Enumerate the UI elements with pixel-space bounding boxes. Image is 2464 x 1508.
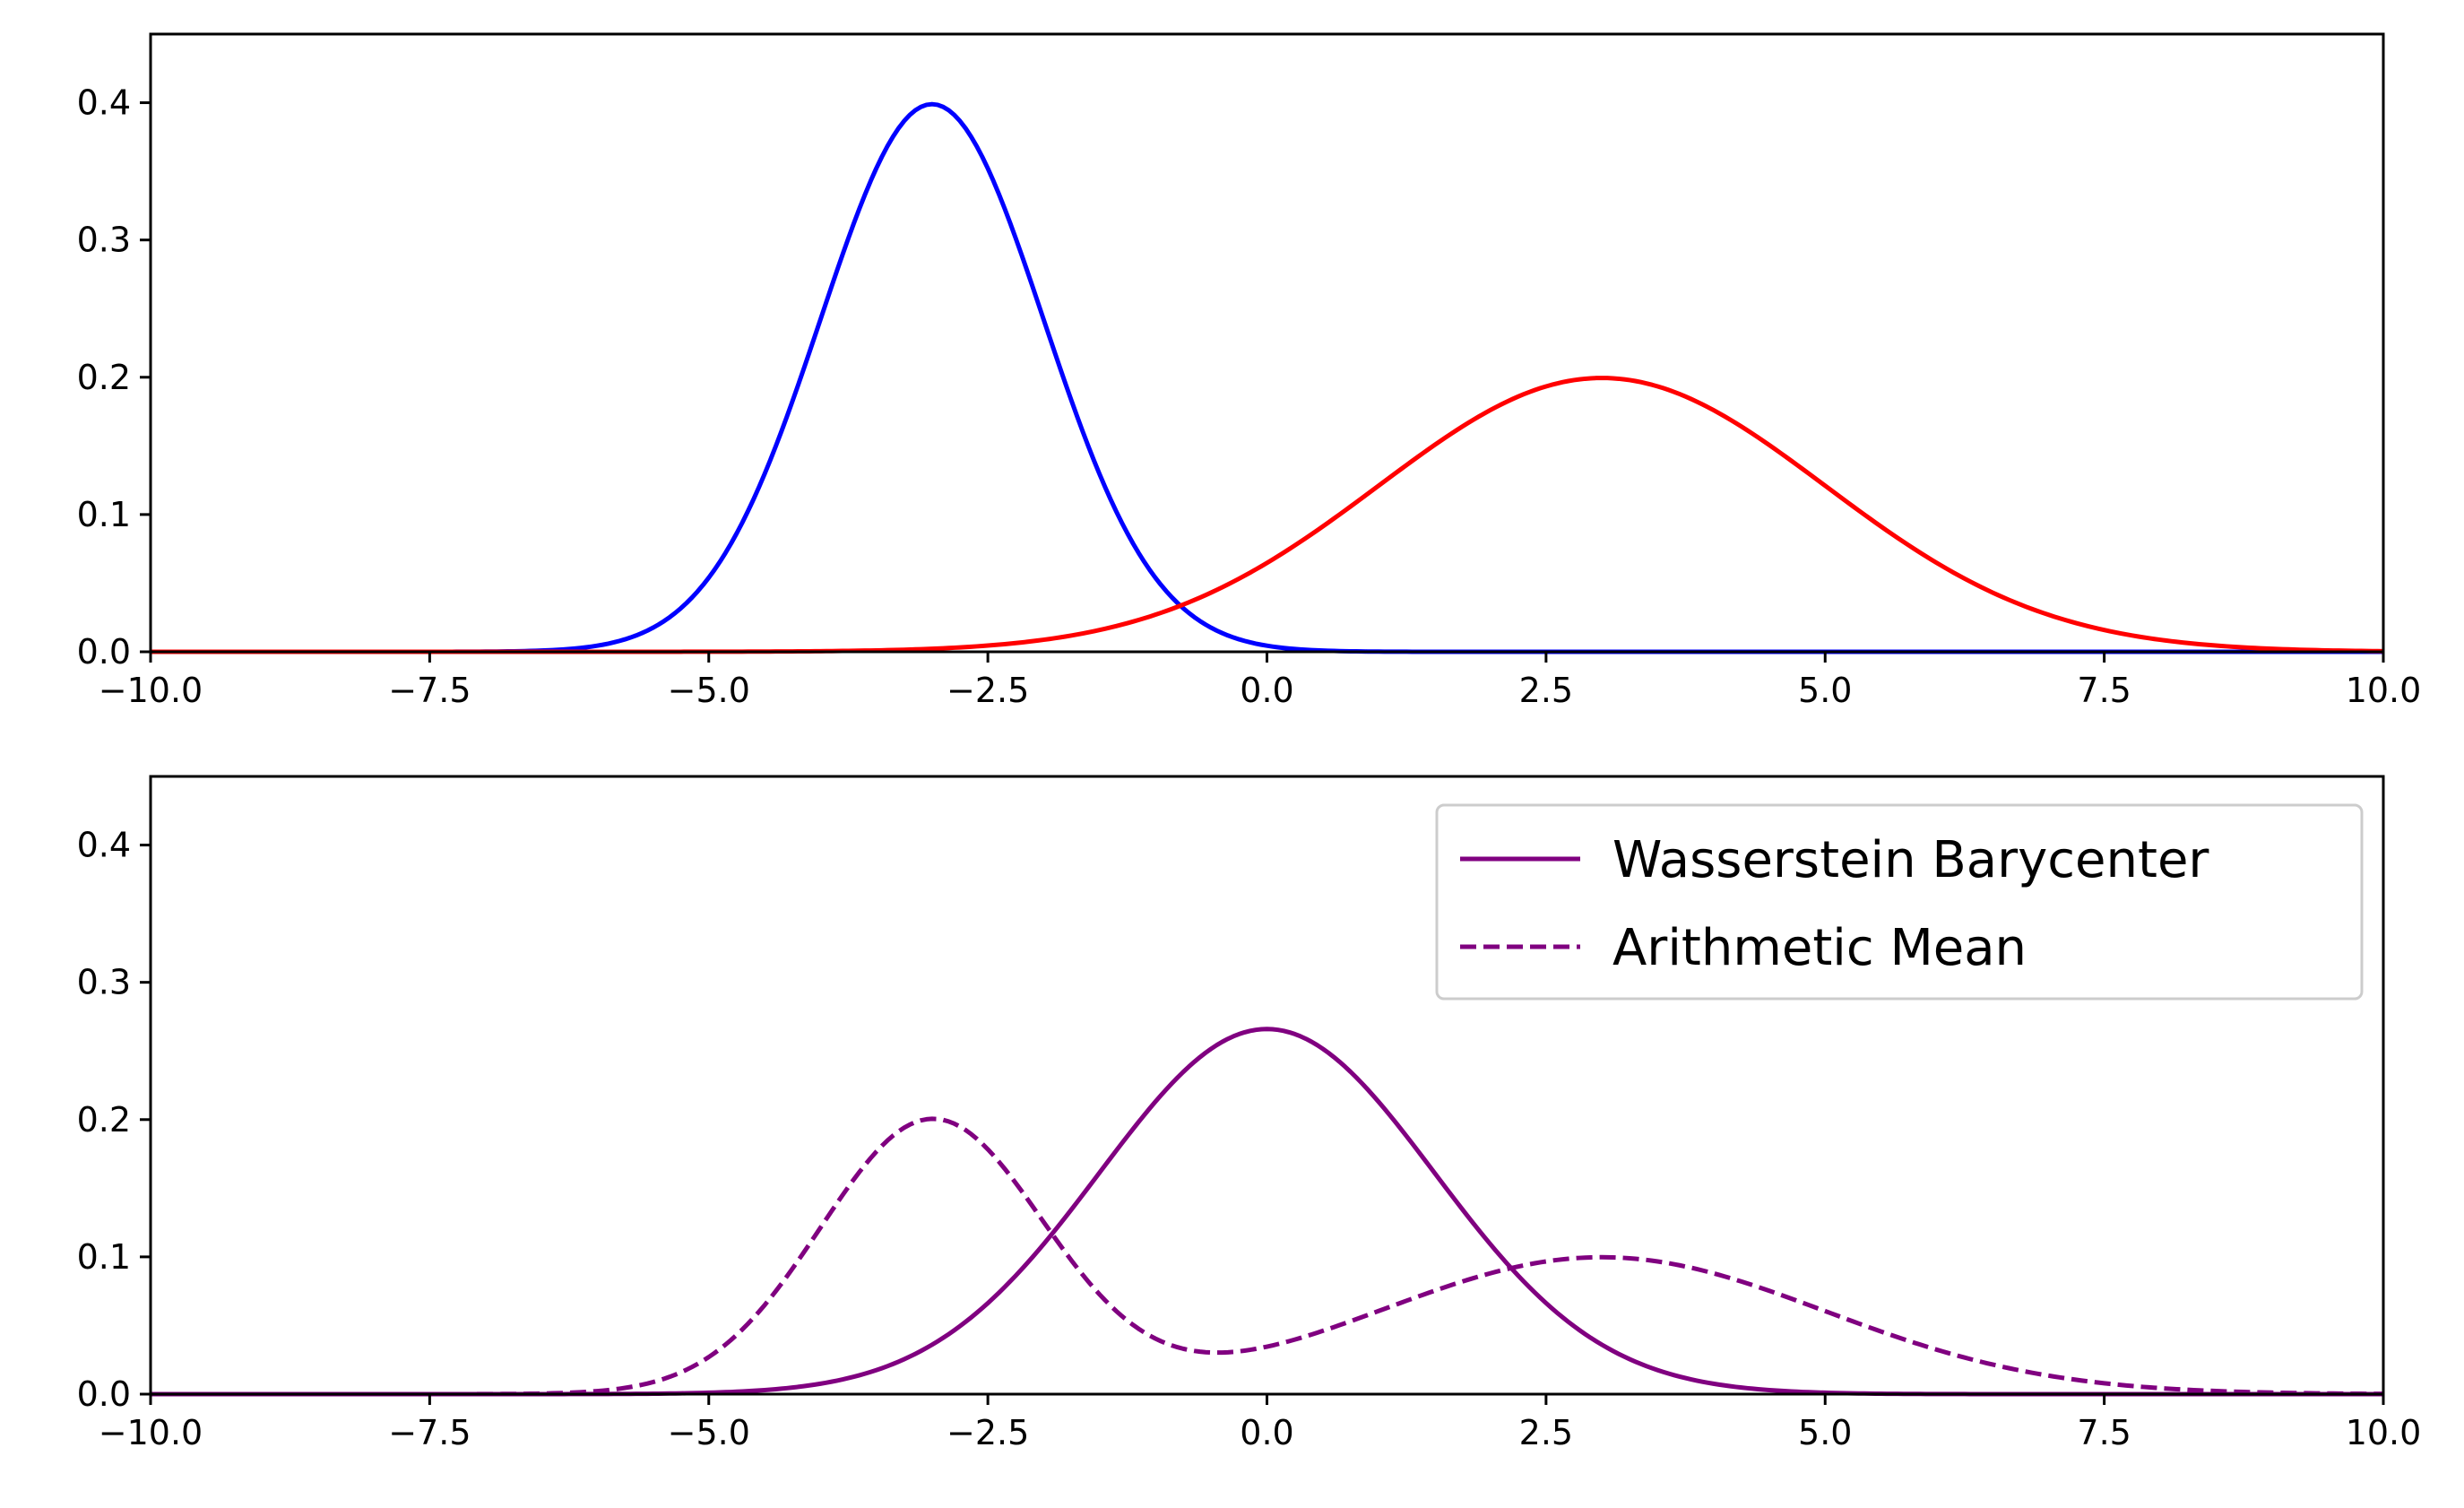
x-tick-label: −7.5 [388,671,471,710]
x-tick-label: −2.5 [947,671,1029,710]
x-tick-label: 10.0 [2346,671,2422,710]
x-tick-label: −2.5 [947,1413,1029,1452]
top-panel: −10.0 −7.5 −5.0 −2.5 0.0 2.5 5.0 7.5 10.0 0.0 0.1 0… [77,32,2422,710]
y-tick-label: 0.4 [77,826,131,865]
x-tick-label: 5.0 [1798,1413,1852,1452]
y-tick-label: 0.2 [77,358,131,397]
y-tick-label: 0.0 [77,1374,131,1414]
legend-label: Arithmetic Mean [1612,919,2027,977]
bottom-panel: −10.0 −7.5 −5.0 −2.5 0.0 2.5 5.0 7.5 10.0 0.0 0.1 0… [77,775,2422,1452]
y-tick-label: 0.0 [77,632,131,672]
x-tick-label: −10.0 [99,1413,203,1452]
y-tick-label: 0.2 [77,1100,131,1140]
y-tick-label: 0.3 [77,221,131,260]
x-tick-label: 5.0 [1798,671,1852,710]
x-tick-label: −5.0 [668,671,750,710]
y-tick-label: 0.4 [77,83,131,123]
legend-box [1435,803,2364,1001]
x-tick-label: 7.5 [2077,1413,2131,1452]
legend-label: Wasserstein Barycenter [1612,831,2209,889]
x-tick-label: 0.0 [1240,671,1293,710]
y-tick-label: 0.1 [77,1237,131,1277]
y-tick-label: 0.3 [77,963,131,1002]
legend: Wasserstein Barycenter Arithmetic Mean [1435,803,2364,1001]
x-tick-label: 0.0 [1240,1413,1293,1452]
x-tick-label: 7.5 [2077,671,2131,710]
series-line-arithmetic-mean [151,1116,2384,1397]
x-tick-label: 2.5 [1519,1413,1573,1452]
x-tick-label: 2.5 [1519,671,1573,710]
x-tick-label: −10.0 [99,671,203,710]
x-tick-label: −5.0 [668,1413,750,1452]
x-tick-label: −7.5 [388,1413,471,1452]
y-tick-label: 0.1 [77,495,131,534]
x-tick-label: 10.0 [2346,1413,2422,1452]
